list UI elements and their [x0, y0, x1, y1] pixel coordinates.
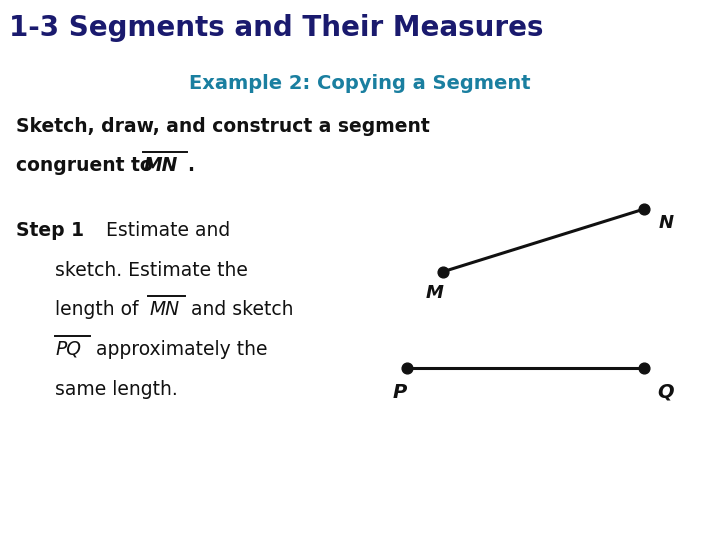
Text: Sketch, draw, and construct a segment: Sketch, draw, and construct a segment	[16, 117, 430, 136]
Text: 1-3 Segments and Their Measures: 1-3 Segments and Their Measures	[9, 15, 544, 42]
Text: .: .	[187, 156, 194, 175]
Text: congruent to: congruent to	[16, 156, 159, 175]
Text: and sketch: and sketch	[185, 300, 294, 319]
Text: Step 1: Step 1	[16, 221, 84, 240]
Text: Q: Q	[657, 383, 674, 402]
Text: Estimate and: Estimate and	[94, 221, 230, 240]
Point	[401, 364, 413, 373]
Point	[639, 205, 650, 213]
Text: P: P	[392, 383, 407, 402]
Text: MN: MN	[144, 156, 179, 175]
Text: M: M	[426, 284, 443, 302]
Text: N: N	[659, 214, 674, 232]
Text: approximately the: approximately the	[90, 340, 268, 359]
Text: PQ: PQ	[55, 340, 81, 359]
Text: Example 2: Copying a Segment: Example 2: Copying a Segment	[189, 73, 531, 93]
Text: length of: length of	[55, 300, 145, 319]
Point	[639, 364, 650, 373]
Point	[437, 267, 449, 276]
Text: MN: MN	[149, 300, 179, 319]
Text: sketch. Estimate the: sketch. Estimate the	[55, 261, 248, 280]
Text: same length.: same length.	[55, 380, 178, 399]
